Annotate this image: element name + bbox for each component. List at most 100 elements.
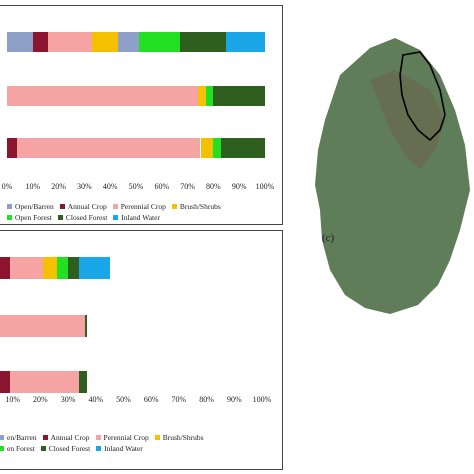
bar-segment	[43, 257, 57, 279]
bar-segment	[48, 32, 93, 52]
legend-label: Annual Crop	[67, 202, 107, 211]
x-tick-label: 60%	[143, 395, 159, 404]
legend-swatch	[154, 435, 160, 440]
legend-swatch	[0, 446, 4, 451]
bar-segment	[32, 32, 49, 52]
bottom-legend: en/Barren Annual Crop Perennial Crop Brush/…	[0, 433, 284, 465]
x-tick-label: 60%	[154, 182, 170, 191]
legend-label: en/Barren	[7, 433, 37, 442]
legend-swatch	[0, 435, 4, 440]
legend-label: Inland Water	[121, 213, 160, 222]
legend-swatch	[95, 435, 101, 440]
x-tick-label: 50%	[116, 395, 131, 404]
bar-segment	[200, 138, 214, 158]
top-x-axis: 0% 10% 20% 30% 40% 50% 60% 70% 80% 90% 100%	[2, 182, 275, 194]
legend-label: Perennial Crop	[103, 433, 149, 442]
legend-entry: Annual Crop	[59, 202, 107, 211]
legend-label: Open Forest	[15, 213, 52, 222]
bar-segment	[7, 86, 198, 106]
x-tick-label: 20%	[51, 182, 66, 191]
legend-label: Inland Water	[104, 444, 143, 453]
bar-segment	[0, 371, 10, 393]
bar-segment	[226, 32, 265, 52]
x-tick-label: 0%	[1, 182, 13, 191]
top-bar-area	[7, 6, 265, 181]
bottom-bar-area	[0, 231, 262, 399]
bottom-chart-panel: 10% 20% 30% 40% 50% 60% 70% 80% 90% 100% en/Barre…	[0, 230, 283, 470]
legend-label: Annual Crop	[50, 433, 90, 442]
legend-entry: Brush/Shrubs	[171, 202, 221, 211]
legend-label: Brush/Shrubs	[162, 433, 204, 442]
x-tick-label: 90%	[231, 182, 247, 191]
legend-swatch	[7, 215, 12, 220]
x-tick-label: 70%	[171, 395, 187, 404]
legend-entry: en Forest	[0, 444, 35, 453]
legend-entry: Closed Forest	[40, 444, 91, 453]
bar-segment	[117, 32, 139, 52]
bar-segment	[221, 138, 265, 158]
map-label: (c)	[322, 232, 335, 244]
legend-entry: Closed Forest	[57, 213, 108, 222]
legend-label: Closed Forest	[65, 213, 108, 222]
legend-label: Open/Barren	[15, 202, 54, 211]
top-legend: Open/Barren Annual Crop Perennial Crop Brus…	[7, 202, 282, 226]
top-chart-panel: 0% 10% 20% 30% 40% 50% 60% 70% 80% 90% 100% Open/B…	[0, 5, 283, 225]
island-shape	[315, 38, 470, 314]
x-tick-label: 80%	[206, 182, 221, 191]
legend-entry: Annual Crop	[42, 433, 90, 442]
legend-swatch	[42, 435, 48, 440]
x-tick-label: 90%	[226, 395, 242, 404]
x-tick-label: 30%	[77, 182, 92, 191]
x-tick-label: 40%	[88, 395, 104, 404]
x-tick-label: 80%	[199, 395, 214, 404]
bar-segment	[79, 257, 110, 279]
bar-segment	[213, 138, 222, 158]
bar-segment	[92, 32, 118, 52]
bar-segment	[138, 32, 180, 52]
x-tick-label: 70%	[180, 182, 195, 191]
legend-entry: Brush/Shrubs	[154, 433, 204, 442]
bar-segment	[205, 86, 214, 106]
legend-label: en Forest	[7, 444, 35, 453]
legend-label: Closed Forest	[48, 444, 91, 453]
bar-segment	[9, 257, 44, 279]
x-tick-label: 20%	[33, 395, 48, 404]
bar-segment	[68, 257, 80, 279]
legend-swatch	[59, 204, 65, 209]
bar-segment	[9, 371, 80, 393]
bar-segment	[197, 86, 206, 106]
bar-segment	[7, 32, 33, 52]
legend-row: en Forest Closed Forest Inland Water	[0, 444, 149, 453]
legend-swatch	[171, 204, 177, 209]
x-tick-label: 10%	[25, 182, 41, 191]
legend-entry: Inland Water	[96, 444, 143, 453]
legend-swatch	[40, 446, 46, 451]
x-tick-label: 30%	[60, 395, 76, 404]
legend-swatch	[7, 204, 12, 209]
legend-swatch	[113, 215, 119, 220]
legend-row: en/Barren Annual Crop Perennial Crop Brush/…	[0, 433, 210, 442]
bar-segment	[84, 315, 88, 337]
bar-segment	[17, 138, 201, 158]
x-tick-label: 50%	[128, 182, 144, 191]
bar-segment	[0, 257, 10, 279]
legend-swatch	[112, 204, 118, 209]
bar-segment	[57, 257, 69, 279]
bar-segment	[7, 138, 18, 158]
bottom-x-axis: 10% 20% 30% 40% 50% 60% 70% 80% 90% 100%	[0, 395, 271, 407]
legend-label: Perennial Crop	[120, 202, 166, 211]
bar-segment	[0, 315, 85, 337]
legend-swatch	[96, 446, 102, 451]
legend-entry: en/Barren	[0, 433, 37, 442]
legend-entry: Open/Barren	[7, 202, 54, 211]
legend-swatch	[57, 215, 63, 220]
x-tick-label: 40%	[102, 182, 118, 191]
legend-entry: Perennial Crop	[112, 202, 166, 211]
x-tick-label: 100%	[252, 395, 272, 404]
legend-row: Open Forest Closed Forest Inland Water	[7, 213, 166, 222]
bar-segment	[213, 86, 265, 106]
legend-entry: Open Forest	[7, 213, 52, 222]
bar-segment	[79, 371, 88, 393]
legend-entry: Inland Water	[113, 213, 160, 222]
legend-label: Brush/Shrubs	[179, 202, 221, 211]
